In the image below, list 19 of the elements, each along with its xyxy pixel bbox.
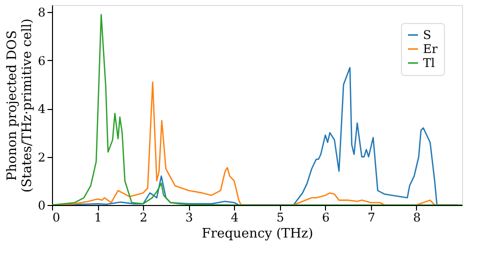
x-tick-label: 3 [185,210,193,224]
x-tick-label: 8 [413,210,421,224]
y-tick-label: 8 [38,6,46,20]
x-axis-title: Frequency (THz) [202,226,314,242]
legend-label: S [423,28,432,42]
y-tick-label: 0 [38,198,46,212]
x-tick-label: 2 [140,210,148,224]
x-tick-label: 5 [276,210,284,224]
x-tick-label: 0 [52,210,60,224]
legend-label: Er [423,42,438,56]
legend-label: Tl [423,56,436,70]
y-tick-label: 6 [38,54,46,68]
x-tick-label: 1 [94,210,102,224]
x-tick-label: 7 [368,210,376,224]
x-tick-label: 6 [322,210,330,224]
y-tick-label: 2 [38,150,46,164]
x-tick-label: 4 [230,210,239,224]
y-tick-label: 4 [38,102,46,116]
y-axis-title: Phonon projected DOS (States/THz·primitive cell) [4,18,35,193]
